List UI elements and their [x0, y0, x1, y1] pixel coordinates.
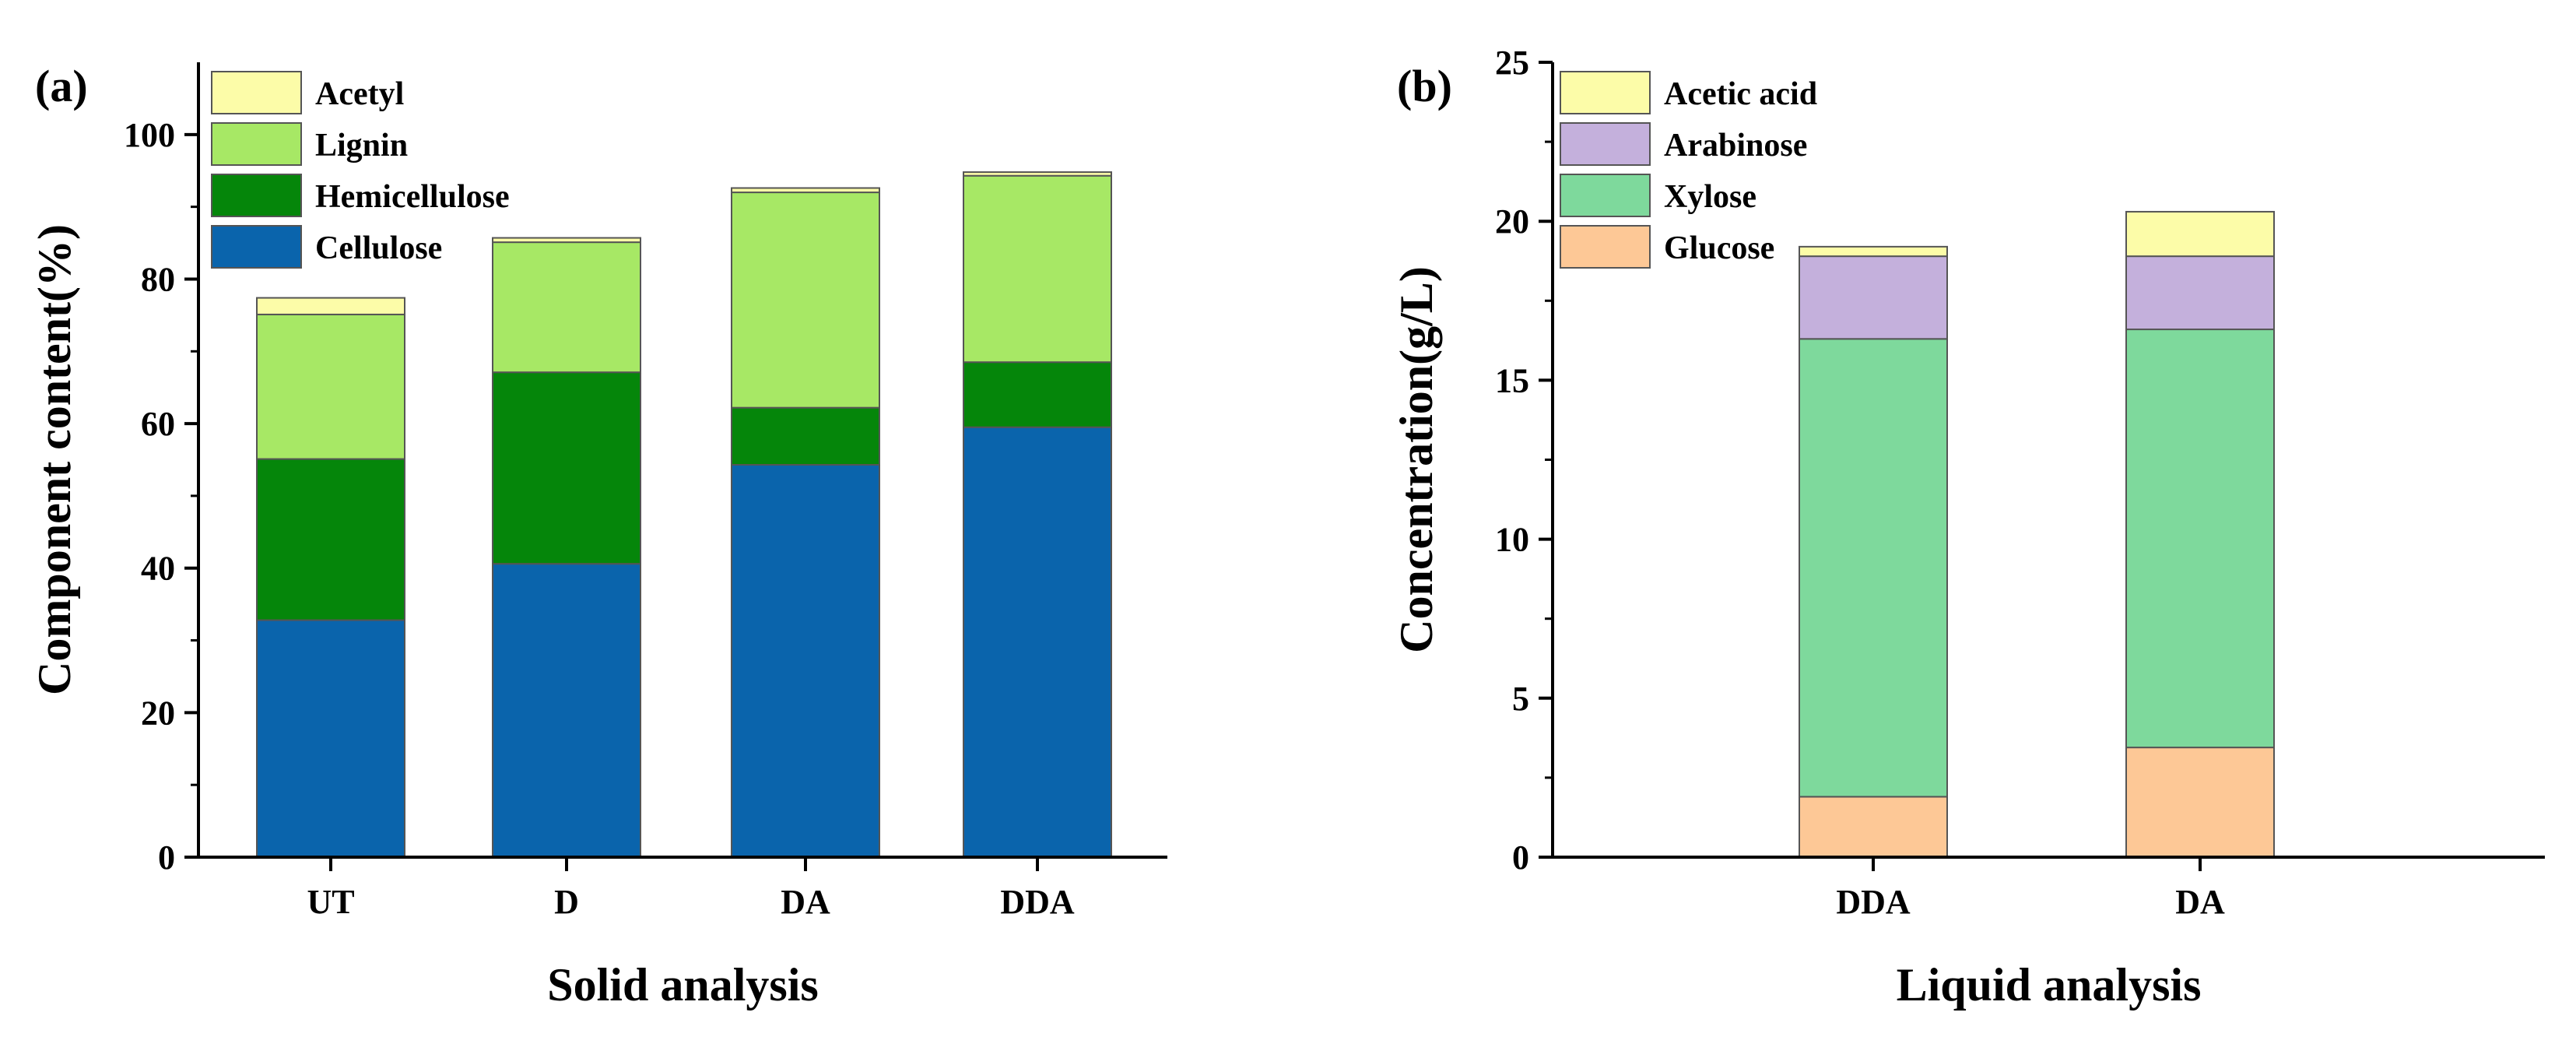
y-tick-label: 10	[1495, 521, 1529, 559]
bar-glucose-da	[2125, 747, 2275, 858]
legend-swatch-hemicellulose	[211, 174, 302, 217]
y-tick-label: 0	[1512, 838, 1529, 877]
legend-swatch-lignin	[211, 122, 302, 166]
x-tick-label: D	[554, 883, 579, 921]
bar-arabinose-dda	[1799, 255, 1948, 340]
legend-swatch-xylose	[1560, 174, 1651, 217]
bar-lignin-d	[492, 241, 641, 374]
bar-cellulose-da	[731, 463, 880, 858]
legend-label-hemicellulose: Hemicellulose	[315, 179, 510, 215]
bar-xylose-dda	[1799, 338, 1948, 798]
x-tick-label: DA	[2175, 883, 2225, 921]
panel-b-liquid-analysis: (b) 0 5 10 15 20 25 DDA DA Liquid analysis Concent…	[1391, 44, 2545, 1011]
y-tick-label: 100	[124, 116, 175, 154]
bar-hemicellulose-ut	[256, 458, 405, 621]
y-tick-label: 40	[141, 550, 175, 588]
legend-swatch-acetyl	[211, 71, 302, 114]
x-axis-title: Solid analysis	[547, 959, 819, 1011]
bar-hemicellulose-dda	[963, 361, 1112, 428]
bar-cellulose-dda	[963, 426, 1112, 858]
panel-label: (a)	[35, 61, 88, 111]
y-axis-title: Component content(%)	[29, 224, 80, 695]
legend-label-acetyl: Acetyl	[315, 76, 404, 112]
y-tick-label: 5	[1512, 680, 1529, 718]
legend-swatch-glucose	[1560, 225, 1651, 269]
legend-label-lignin: Lignin	[315, 128, 408, 163]
legend-label-cellulose: Cellulose	[315, 230, 442, 266]
x-axis-title: Liquid analysis	[1897, 959, 2202, 1011]
bar-acetic-acid-dda	[1799, 245, 1948, 258]
x-tick-label: DDA	[1000, 883, 1075, 921]
bar-acetyl-d	[492, 237, 641, 244]
y-tick-label: 25	[1495, 44, 1529, 82]
y-axis-title: Concentration(g/L)	[1391, 266, 1442, 653]
bar-lignin-ut	[256, 313, 405, 460]
x-tick-label: UT	[307, 883, 354, 921]
y-tick-label: 80	[141, 260, 175, 298]
bar-xylose-da	[2125, 329, 2275, 749]
legend-swatch-acetic-acid	[1560, 71, 1651, 114]
legend: Acetic acid Arabinose Xylose Glucose	[1560, 71, 1817, 269]
bar-cellulose-ut	[256, 619, 405, 858]
legend-label-glucose: Glucose	[1664, 230, 1774, 266]
bar-glucose-dda	[1799, 796, 1948, 858]
legend-label-acetic-acid: Acetic acid	[1664, 76, 1817, 112]
y-tick-label: 60	[141, 405, 175, 443]
bar-lignin-dda	[963, 174, 1112, 364]
panel-label: (b)	[1397, 61, 1452, 111]
x-tick-label: DA	[781, 883, 830, 921]
bar-acetyl-dda	[963, 171, 1112, 177]
legend-swatch-cellulose	[211, 225, 302, 269]
x-tick-label: DDA	[1836, 883, 1911, 921]
bar-acetic-acid-da	[2125, 210, 2275, 258]
bar-cellulose-d	[492, 563, 641, 859]
legend-swatch-arabinose	[1560, 122, 1651, 166]
legend: Acetyl Lignin Hemicellulose Cellulose	[211, 71, 510, 269]
legend-label-xylose: Xylose	[1664, 179, 1757, 215]
bar-arabinose-da	[2125, 255, 2275, 331]
legend-label-arabinose: Arabinose	[1664, 128, 1807, 163]
y-tick-label: 15	[1495, 361, 1529, 399]
y-tick-label: 20	[1495, 202, 1529, 241]
bar-lignin-da	[731, 192, 880, 409]
bar-hemicellulose-da	[731, 406, 880, 466]
y-tick-label: 20	[141, 694, 175, 732]
y-tick-label: 0	[158, 838, 175, 877]
bar-acetyl-ut	[256, 297, 405, 315]
bar-hemicellulose-d	[492, 371, 641, 565]
bar-acetyl-da	[731, 187, 880, 194]
